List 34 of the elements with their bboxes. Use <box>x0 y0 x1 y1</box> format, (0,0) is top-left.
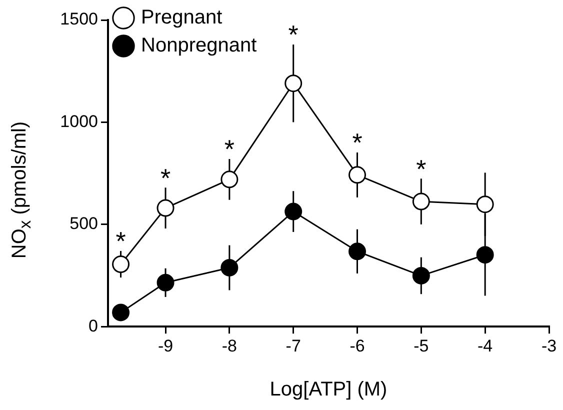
x-tick-label: -5 <box>414 336 429 356</box>
point <box>284 74 302 92</box>
y-tick-label: 0 <box>88 316 98 336</box>
x-tick-label: -7 <box>286 336 301 356</box>
x-tick-label: -3 <box>541 336 557 356</box>
legend-label: Nonpregnant <box>141 34 258 57</box>
y-tick-label: 500 <box>70 214 98 234</box>
x-tick-label: -4 <box>478 336 493 356</box>
point <box>112 304 130 322</box>
data-label: * <box>224 134 234 164</box>
point <box>112 256 130 274</box>
x-tick-label: -6 <box>350 336 365 356</box>
y-tick-label: 1000 <box>60 112 98 131</box>
y-tick-label: 1500 <box>60 10 98 29</box>
point <box>476 246 494 264</box>
data-label: * <box>288 20 298 50</box>
point <box>476 196 494 214</box>
point <box>348 166 366 184</box>
point <box>156 199 174 217</box>
point <box>412 192 430 210</box>
point <box>348 242 366 260</box>
data-label: * <box>116 226 126 256</box>
point <box>220 170 238 188</box>
x-tick-label: -9 <box>158 336 174 356</box>
data-label: * <box>160 162 171 193</box>
point <box>220 258 238 276</box>
x-axis-title: Log[ATP] (M) <box>270 378 388 401</box>
data-label: * <box>416 154 426 184</box>
data-label: * <box>352 128 362 158</box>
point <box>284 202 302 220</box>
point <box>156 274 174 292</box>
legend-label: Pregnant <box>141 6 223 29</box>
x-tick-label: -8 <box>222 336 237 356</box>
point <box>412 266 430 284</box>
